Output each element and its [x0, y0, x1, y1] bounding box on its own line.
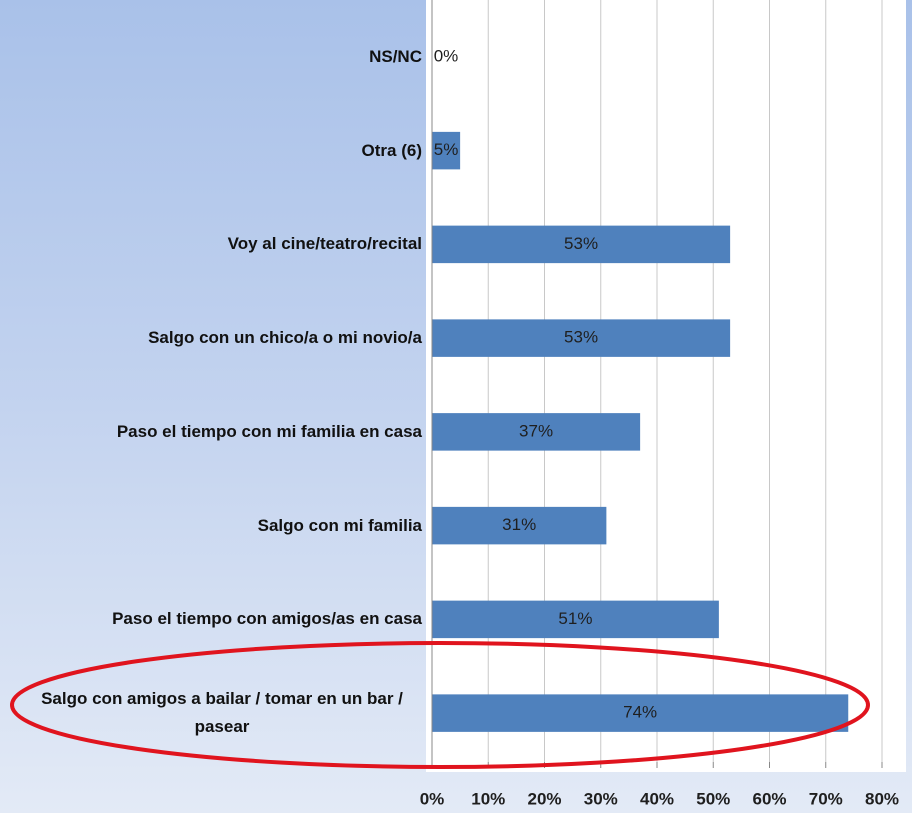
category-label: Salgo con amigos a bailar / tomar en un …: [41, 689, 403, 737]
bars: [432, 131, 849, 732]
category-label: Paso el tiempo con amigos/as en casa: [112, 609, 422, 629]
value-label: 53%: [564, 328, 598, 347]
value-label: 5%: [434, 140, 459, 159]
value-label: 0%: [434, 46, 459, 65]
x-tick-label: 10%: [471, 789, 505, 808]
category-label: NS/NC: [369, 46, 422, 66]
value-label: 31%: [502, 515, 536, 534]
bar: [432, 600, 719, 639]
bar: [432, 506, 607, 545]
category-label: Paso el tiempo con mi familia en casa: [116, 421, 422, 441]
bar: [432, 694, 849, 732]
value-label: 51%: [558, 609, 592, 628]
x-tick-label: 30%: [584, 789, 618, 808]
category-label: Otra (6): [361, 140, 422, 160]
x-tick-label: 40%: [640, 789, 674, 808]
category-label: Salgo con un chico/a o mi novio/a: [148, 328, 422, 348]
category-label: Salgo con mi familia: [257, 515, 422, 535]
plot-area: [426, 0, 906, 772]
value-label: 53%: [564, 234, 598, 253]
bar: [432, 131, 461, 170]
x-tick-label: 0%: [420, 789, 445, 808]
x-tick-label: 50%: [696, 789, 730, 808]
x-tick-label: 80%: [865, 789, 899, 808]
x-tick-label: 70%: [809, 789, 843, 808]
bar: [432, 413, 641, 451]
bar: [432, 225, 731, 264]
value-label: 37%: [519, 421, 553, 440]
bar: [432, 319, 731, 357]
category-label: Voy al cine/teatro/recital: [227, 234, 422, 254]
x-tick-label: 20%: [527, 789, 561, 808]
highlight-ellipse: [10, 641, 870, 769]
value-label: 74%: [623, 703, 657, 722]
x-tick-label: 60%: [752, 789, 786, 808]
